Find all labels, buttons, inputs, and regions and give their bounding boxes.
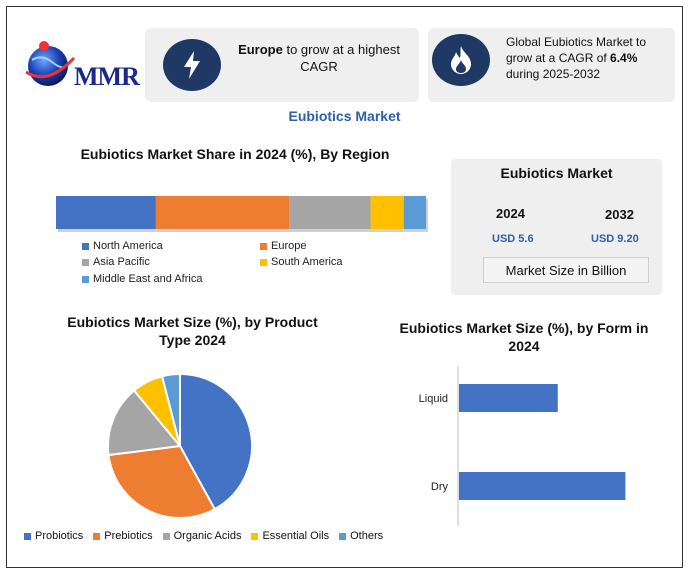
value-2032: USD 9.20 — [591, 233, 639, 245]
form-tick-label-dry: Dry — [431, 481, 449, 493]
europe-label: Europe — [238, 42, 283, 57]
globe-icon — [25, 41, 76, 86]
year-2024: 2024 — [496, 206, 525, 221]
legend-label: Asia Pacific — [93, 256, 150, 268]
europe-cagr-text: Europe to grow at a highest CAGR — [233, 41, 405, 75]
global-cagr-pre: Global Eubiotics Market to grow at a CAG… — [506, 35, 647, 65]
cagr-value: 6.4% — [610, 51, 638, 65]
legend-item-probiotics: Probiotics — [24, 530, 83, 542]
market-size-title: Eubiotics Market — [500, 165, 613, 181]
form-bar-liquid — [459, 384, 558, 412]
legend-item-south-america: South America — [260, 256, 343, 268]
global-cagr-text: Global Eubiotics Market to grow at a CAG… — [506, 34, 668, 82]
legend-label: Essential Oils — [262, 530, 330, 542]
form-tick-label-liquid: Liquid — [419, 393, 448, 405]
legend-swatch — [82, 258, 89, 266]
value-2024: USD 5.6 — [492, 233, 534, 245]
flame-icon — [432, 34, 490, 86]
product-pie-chart — [107, 372, 253, 519]
region-bar-asia-pacific — [289, 196, 371, 229]
legend-label: North America — [93, 240, 163, 252]
legend-label: Organic Acids — [173, 530, 242, 542]
year-2032: 2032 — [605, 207, 634, 222]
legend-item-middle-east-and-africa: Middle East and Africa — [82, 273, 202, 285]
region-legend: North America Europe Asia Pacific South Ame… — [82, 240, 382, 290]
region-bar-south-america — [370, 196, 404, 229]
region-stacked-bar — [56, 196, 428, 232]
pie-slice-organic-acids — [107, 389, 182, 457]
legend-label: Others — [350, 530, 384, 542]
legend-item-others: Others — [339, 530, 383, 542]
main-title: Eubiotics Market — [288, 108, 401, 124]
region-bar-middle-east-and-africa — [403, 196, 426, 229]
form-bar-dry — [459, 472, 626, 500]
region-bar-north-america — [56, 196, 156, 229]
legend-item-essential-oils: Essential Oils — [251, 530, 329, 542]
legend-label: Prebiotics — [104, 530, 153, 542]
legend-item-europe: Europe — [260, 240, 306, 252]
product-chart-title: Eubiotics Market Size (%), by Product Ty… — [67, 314, 318, 348]
legend-item-asia-pacific: Asia Pacific — [82, 256, 150, 268]
legend-swatch — [82, 242, 89, 250]
legend-swatch — [260, 258, 267, 266]
legend-swatch — [260, 242, 267, 250]
legend-swatch — [93, 532, 101, 540]
legend-label: Probiotics — [35, 530, 84, 542]
form-chart-title: Eubiotics Market Size (%), by Form in 20… — [399, 320, 649, 354]
legend-swatch — [24, 532, 31, 540]
market-size-unit: Market Size in Billion — [483, 257, 649, 283]
europe-cagr-card: Europe to grow at a highest CAGR — [145, 28, 419, 102]
global-cagr-post: during 2025-2032 — [506, 67, 601, 81]
legend-swatch — [82, 275, 89, 283]
pie-slice-others — [160, 372, 181, 447]
logo-text: MMR — [74, 62, 140, 91]
legend-swatch — [162, 532, 170, 540]
legend-item-prebiotics: Prebiotics — [93, 530, 153, 542]
region-bar-europe — [155, 196, 290, 229]
form-bar-chart: Liquid Dry — [419, 366, 626, 526]
market-size-card: Eubiotics Market 2024 USD 5.6 2032 USD 9… — [451, 159, 662, 295]
lightning-icon — [163, 39, 221, 91]
legend-label: Middle East and Africa — [93, 273, 203, 285]
pie-slice-probiotics — [179, 372, 253, 511]
legend-item-organic-acids: Organic Acids — [162, 530, 242, 542]
pie-slice-prebiotics — [107, 444, 217, 519]
legend-swatch — [251, 532, 259, 540]
mmr-logo: MMR — [22, 36, 140, 96]
europe-cagr-desc: to grow at a highest CAGR — [282, 42, 400, 74]
legend-swatch — [339, 532, 347, 540]
legend-label: South America — [271, 256, 343, 268]
product-legend: Probiotics Prebiotics Organic Acids Essenti… — [24, 530, 393, 542]
legend-item-north-america: North America — [82, 240, 163, 252]
region-chart-title: Eubiotics Market Share in 2024 (%), By R… — [80, 146, 390, 162]
global-cagr-card: Global Eubiotics Market to grow at a CAG… — [428, 28, 675, 102]
legend-label: Europe — [271, 240, 307, 252]
